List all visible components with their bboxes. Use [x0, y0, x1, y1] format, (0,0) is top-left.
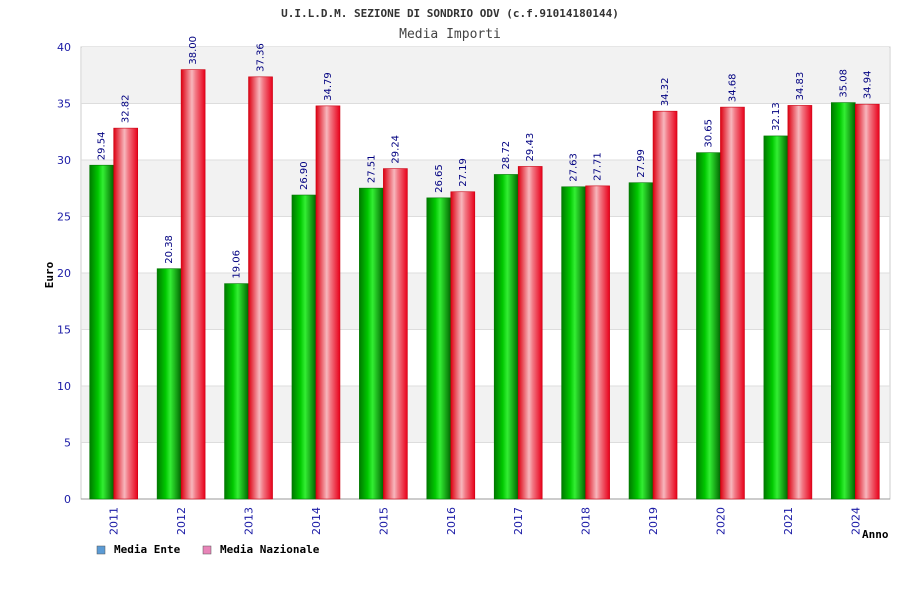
bar-media-ente-2021 [763, 135, 789, 500]
x-tick-label: 2021 [782, 507, 795, 535]
data-label: 19.06 [232, 250, 243, 279]
bar-media-ente-2024 [830, 102, 856, 500]
x-tick-label: 2011 [108, 507, 121, 535]
plot-band [82, 160, 889, 217]
data-label: 32.82 [121, 94, 132, 123]
data-label: 26.90 [299, 161, 310, 190]
bars [89, 69, 880, 500]
data-label: 34.68 [727, 73, 738, 102]
data-label: 28.72 [501, 141, 512, 170]
legend-swatch-media-nazionale [202, 545, 212, 555]
legend-label-media-nazionale: Media Nazionale [220, 543, 320, 556]
bar-media-nazionale-2018 [585, 185, 610, 500]
bar-media-ente-2017 [493, 174, 519, 500]
y-tick-label: 35 [57, 98, 71, 111]
legend: Media Ente Media Nazionale [96, 543, 320, 556]
plot-band [82, 386, 889, 443]
bar-media-nazionale-2017 [517, 166, 543, 500]
data-label: 32.13 [771, 102, 782, 131]
bar-media-nazionale-2014 [315, 105, 341, 500]
x-axis-label: Anno [862, 528, 889, 541]
x-tick-label: 2018 [580, 507, 593, 535]
bar-media-nazionale-2013 [248, 76, 273, 500]
data-labels: 29.54 32.82 20.38 38.00 19.06 37.36 26.90 34.79… [97, 36, 874, 279]
data-label: 34.32 [660, 78, 671, 107]
bar-media-nazionale-2020 [720, 106, 745, 500]
x-tick-label: 2015 [377, 507, 390, 535]
bar-media-ente-2019 [628, 182, 654, 500]
legend-swatch-media-ente [96, 545, 106, 555]
legend-label-media-ente: Media Ente [114, 543, 181, 556]
bar-media-nazionale-2024 [854, 103, 880, 500]
chart-subtitle: Media Importi [399, 27, 501, 42]
chart-title: U.I.L.D.M. SEZIONE DI SONDRIO ODV (c.f.9… [281, 7, 619, 20]
data-label: 27.19 [458, 158, 469, 187]
data-label: 29.24 [390, 135, 401, 164]
x-tick-label: 2014 [310, 507, 323, 535]
plot-band [82, 273, 889, 330]
bar-media-nazionale-2011 [113, 127, 139, 500]
bar-media-ente-2018 [561, 186, 586, 500]
bar-media-ente-2015 [359, 187, 384, 500]
x-axis-ticks: 2011 2012 2013 2014 2015 2016 2017 2018 2019 2020… [108, 507, 863, 535]
data-label: 34.79 [323, 72, 334, 101]
y-tick-label: 20 [57, 267, 71, 280]
x-tick-label: 2013 [243, 507, 256, 535]
bar-media-ente-2012 [156, 268, 182, 500]
plot-band [82, 47, 889, 104]
y-tick-label: 10 [57, 380, 71, 393]
data-label: 26.65 [434, 164, 445, 193]
bar-media-nazionale-2021 [787, 105, 813, 500]
bar-media-ente-2011 [89, 164, 115, 500]
data-label: 27.63 [569, 153, 580, 182]
y-tick-label: 15 [57, 324, 71, 337]
x-tick-label: 2019 [647, 507, 660, 535]
data-label: 30.65 [703, 119, 714, 148]
y-axis-ticks: 0 5 10 15 20 25 30 35 40 [57, 41, 71, 506]
x-tick-label: 2020 [714, 507, 727, 535]
y-axis-label: Euro [43, 261, 56, 288]
data-label: 29.54 [97, 132, 108, 161]
data-label: 38.00 [188, 36, 199, 65]
x-tick-label: 2017 [512, 507, 525, 535]
x-tick-label: 2012 [175, 507, 188, 535]
y-tick-label: 30 [57, 154, 71, 167]
x-tick-label: 2016 [445, 507, 458, 535]
data-label: 35.08 [838, 69, 849, 98]
y-tick-label: 5 [64, 437, 71, 450]
data-label: 27.71 [593, 152, 604, 181]
bar-media-ente-2016 [426, 197, 452, 500]
data-label: 34.94 [862, 71, 873, 100]
bar-media-ente-2020 [696, 152, 721, 500]
bar-media-ente-2013 [224, 283, 249, 500]
bar-media-ente-2014 [291, 194, 317, 500]
data-label: 37.36 [256, 43, 267, 72]
data-label: 34.83 [795, 72, 806, 101]
bar-media-nazionale-2019 [652, 110, 678, 500]
bar-media-nazionale-2016 [450, 191, 476, 500]
data-label: 29.43 [525, 133, 536, 162]
data-label: 27.51 [366, 154, 377, 183]
bar-media-nazionale-2012 [180, 69, 206, 500]
data-label: 27.99 [636, 149, 647, 178]
x-tick-label: 2024 [849, 507, 862, 535]
data-label: 20.38 [164, 235, 175, 264]
y-tick-label: 0 [64, 493, 71, 506]
y-tick-label: 25 [57, 211, 71, 224]
y-tick-label: 40 [57, 41, 71, 54]
bar-media-nazionale-2015 [383, 168, 408, 500]
grid-lines [81, 103, 890, 500]
